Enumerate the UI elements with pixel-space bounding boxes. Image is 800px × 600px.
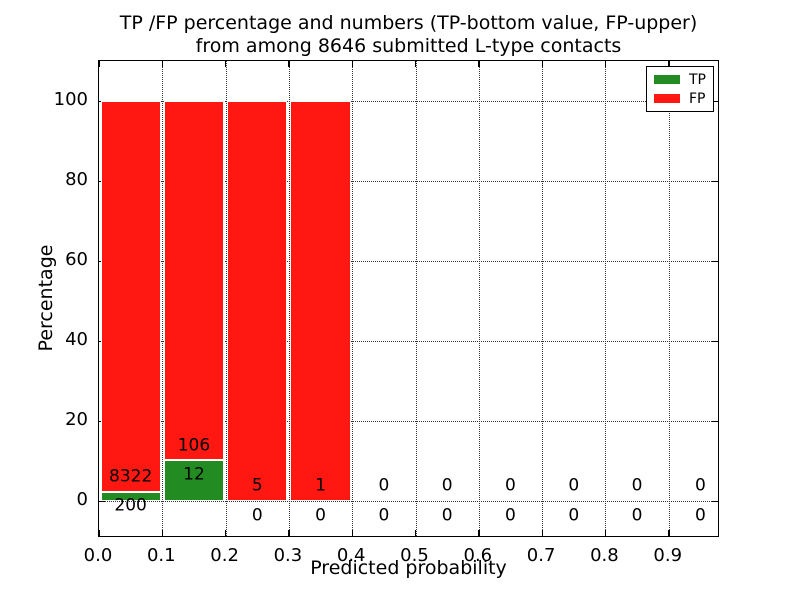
y-tick-mark-right xyxy=(712,100,718,102)
x-tick-mark-top xyxy=(161,61,164,67)
tp-count-label: 12 xyxy=(183,464,205,485)
x-tick-mark-top xyxy=(288,61,290,67)
x-tick-mark xyxy=(288,530,290,536)
y-tick-label: 80 xyxy=(65,169,88,191)
x-tick-label: 0.3 xyxy=(273,545,303,566)
fp-count-label: 0 xyxy=(568,475,580,496)
gridline-vertical xyxy=(225,61,227,536)
tp-count-label: 0 xyxy=(568,505,580,526)
x-tick-mark-top xyxy=(478,61,480,67)
y-tick-mark xyxy=(99,500,105,502)
x-tick-label: 0.8 xyxy=(590,545,619,566)
y-tick-label: 60 xyxy=(65,249,88,271)
tp-bar-segment xyxy=(100,491,161,501)
chart-title-line1: TP /FP percentage and numbers (TP-bottom… xyxy=(119,12,698,34)
chart-title-line2: from among 8646 submitted L-type contact… xyxy=(195,35,622,57)
y-tick-label: 0 xyxy=(76,489,88,511)
tp-swatch-icon xyxy=(654,75,680,84)
x-tick-mark-top xyxy=(541,61,543,67)
y-tick-label: 40 xyxy=(65,329,88,351)
x-tick-mark xyxy=(225,530,227,536)
tp-count-label: 0 xyxy=(631,505,643,526)
tp-count-label: 0 xyxy=(315,505,326,526)
fp-count-label: 0 xyxy=(631,475,643,496)
x-tick-label: 0.5 xyxy=(400,545,429,566)
x-tick-mark-top xyxy=(225,61,227,67)
x-tick-mark-top xyxy=(415,61,417,67)
x-tick-mark xyxy=(541,530,543,536)
tp-count-label: 0 xyxy=(694,505,706,526)
x-tick-mark xyxy=(351,530,354,536)
gridline-vertical xyxy=(162,61,164,536)
fp-bar-segment xyxy=(290,101,351,501)
x-tick-mark-top xyxy=(351,61,354,67)
y-tick-mark-right xyxy=(712,340,718,342)
y-tick-mark-right xyxy=(712,180,718,182)
gridline-vertical xyxy=(288,61,290,536)
gridline-horizontal xyxy=(99,181,718,182)
y-tick-label: 20 xyxy=(65,409,88,431)
fp-bar-segment xyxy=(227,101,288,501)
y-tick-label: 100 xyxy=(53,89,88,111)
x-tick-label: 0.0 xyxy=(83,545,113,566)
fp-count-label: 1 xyxy=(315,475,326,496)
legend-item-tp: TP xyxy=(654,73,713,87)
gridline-horizontal xyxy=(99,421,718,422)
x-tick-label: 0.6 xyxy=(463,545,493,566)
plot-area: 8322 200 106 12 5 0 1 0 0 0 0 0 0 0 0 0 0 0 0 0 xyxy=(98,60,719,537)
fp-count-label: 0 xyxy=(505,475,516,496)
fp-bar-segment xyxy=(163,101,225,461)
x-tick-mark xyxy=(99,530,101,536)
x-tick-mark-top xyxy=(668,61,670,67)
x-tick-mark xyxy=(415,530,417,536)
x-tick-label: 0.2 xyxy=(210,545,239,566)
tp-count-label: 0 xyxy=(251,505,263,526)
legend-label-fp: FP xyxy=(689,90,706,107)
gridline-horizontal xyxy=(99,501,718,502)
x-tick-label: 0.4 xyxy=(336,545,366,566)
fp-count-label: 5 xyxy=(251,475,263,496)
gridline-horizontal xyxy=(99,101,718,102)
gridline-horizontal xyxy=(99,261,718,262)
fp-swatch-icon xyxy=(654,94,680,103)
x-axis-label: Predicted probability xyxy=(310,557,507,579)
gridline-vertical xyxy=(668,61,670,536)
y-tick-mark-right xyxy=(712,500,718,502)
gridline-vertical xyxy=(415,61,417,536)
x-tick-label: 0.1 xyxy=(146,545,176,566)
x-tick-mark-top xyxy=(604,61,607,67)
gridline-vertical xyxy=(605,61,607,536)
tp-count-label: 0 xyxy=(505,505,516,526)
fp-count-label: 0 xyxy=(441,475,453,496)
y-tick-mark-right xyxy=(712,420,718,422)
fp-count-label: 106 xyxy=(177,435,211,456)
gridline-vertical xyxy=(352,61,354,536)
x-tick-mark xyxy=(161,530,164,536)
tp-count-label: 0 xyxy=(378,505,390,526)
fp-count-label: 8322 xyxy=(109,466,153,487)
fp-count-label: 0 xyxy=(378,475,390,496)
tp-bar-segment xyxy=(163,460,225,501)
gridline-vertical xyxy=(478,61,480,536)
legend: TP FP xyxy=(646,66,714,112)
x-tick-mark xyxy=(668,530,670,536)
fp-count-label: 0 xyxy=(694,475,706,496)
x-tick-mark xyxy=(604,530,607,536)
gridline-vertical xyxy=(542,61,544,536)
tp-count-label: 200 xyxy=(114,495,147,516)
x-tick-label: 0.9 xyxy=(653,545,683,566)
x-tick-mark xyxy=(478,530,480,536)
x-tick-label: 0.7 xyxy=(526,545,556,566)
tp-count-label: 0 xyxy=(441,505,453,526)
legend-label-tp: TP xyxy=(689,71,706,88)
legend-item-fp: FP xyxy=(654,92,713,106)
y-tick-mark-right xyxy=(712,260,718,262)
gridline-horizontal xyxy=(99,341,718,342)
x-tick-mark-top xyxy=(99,61,101,67)
fp-bar-segment xyxy=(100,101,161,492)
